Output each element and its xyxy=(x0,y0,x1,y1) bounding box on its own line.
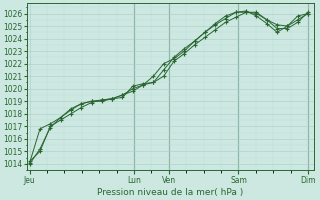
X-axis label: Pression niveau de la mer( hPa ): Pression niveau de la mer( hPa ) xyxy=(97,188,244,197)
